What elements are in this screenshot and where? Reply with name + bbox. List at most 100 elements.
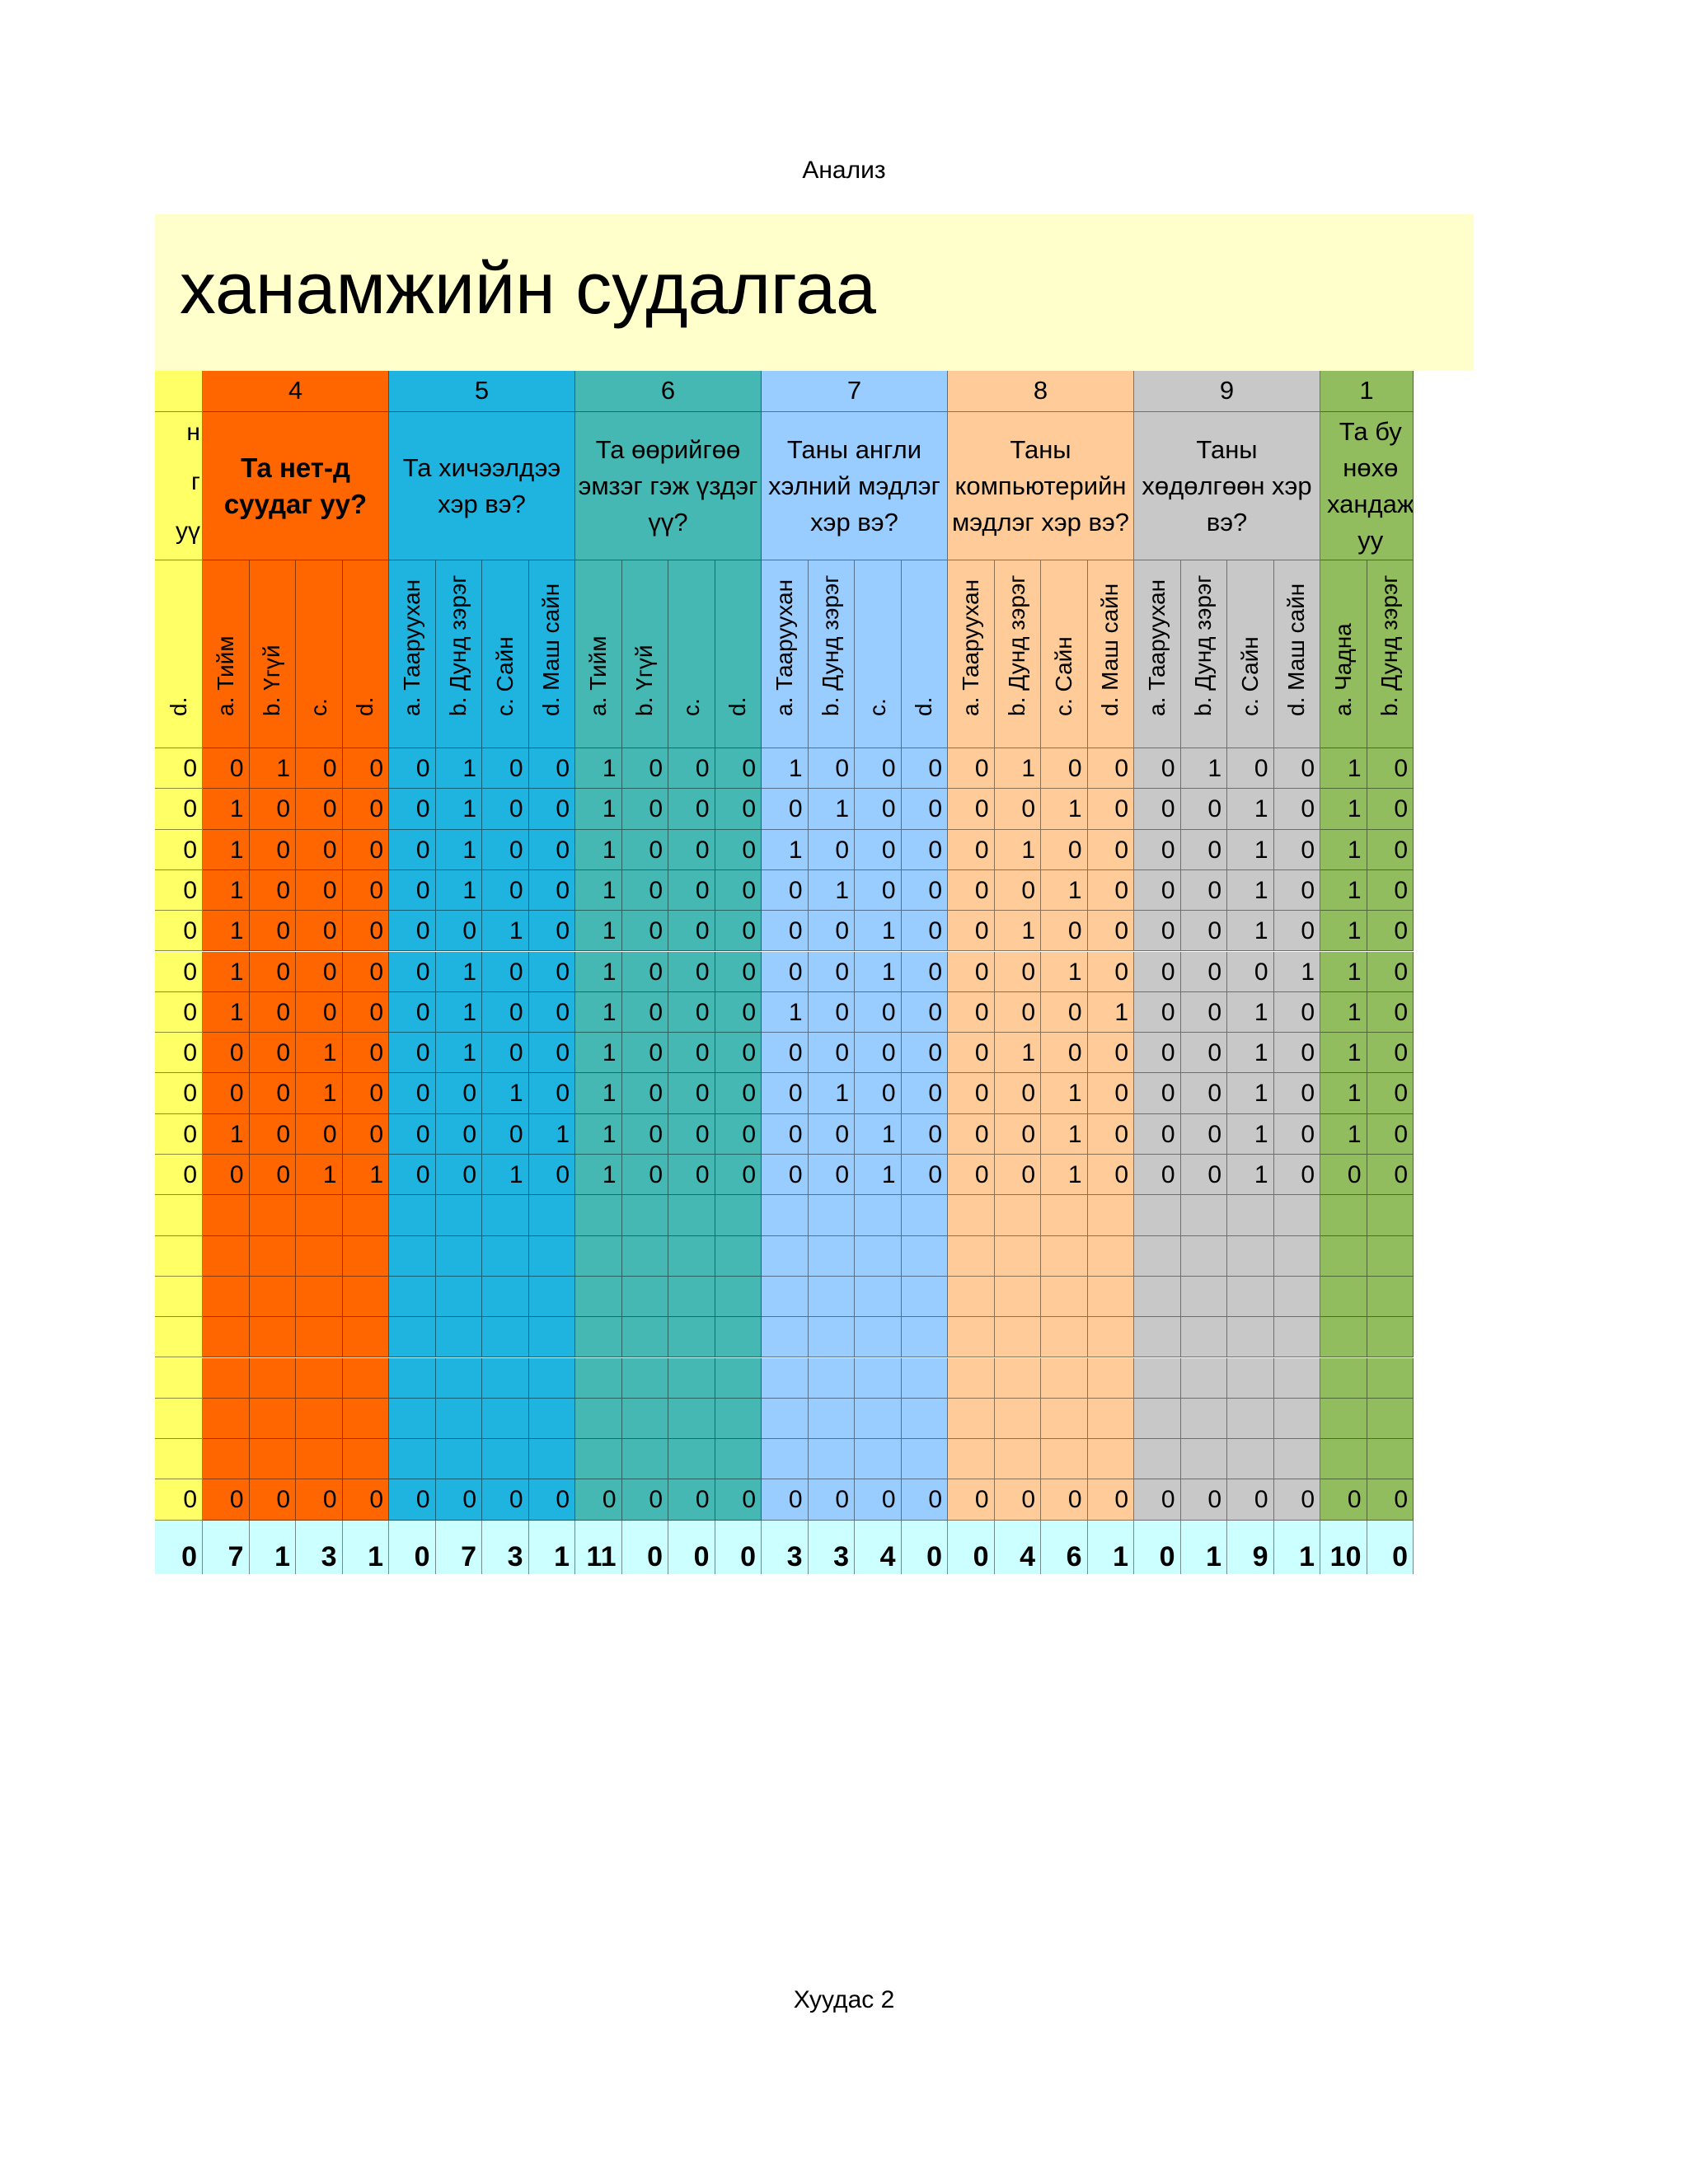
summary-cell: 1 xyxy=(528,1520,575,1574)
table-cell: 1 xyxy=(1041,1155,1088,1196)
table-cell: 0 xyxy=(249,951,296,992)
table-cell: 0 xyxy=(901,1155,948,1196)
table-cell: 0 xyxy=(668,1113,715,1155)
table-cell: 1 xyxy=(249,748,296,790)
empty-cell xyxy=(668,1439,715,1480)
table-cell: 0 xyxy=(296,789,343,830)
table-cell: 0 xyxy=(1087,1113,1134,1155)
table-cell: 0 xyxy=(435,1155,482,1196)
table-cell: 0 xyxy=(762,869,809,912)
table-cell: 0 xyxy=(901,1033,948,1074)
table-cell: 0 xyxy=(621,951,668,992)
empty-cell xyxy=(342,1439,389,1480)
empty-cell xyxy=(621,1235,668,1277)
table-cell: 0 xyxy=(1227,951,1274,992)
empty-cell xyxy=(994,1398,1041,1440)
empty-cell xyxy=(1320,1439,1367,1480)
empty-cell xyxy=(435,1317,482,1358)
empty-cell xyxy=(762,1317,809,1358)
table-cell: 0 xyxy=(1273,789,1320,830)
table-cell: 0 xyxy=(389,869,436,912)
table-cell: 0 xyxy=(994,1073,1041,1114)
empty-cell xyxy=(249,1276,296,1318)
table-cell: 0 xyxy=(1273,748,1320,790)
total-cell: 0 xyxy=(203,1479,250,1521)
summary-cell: 3 xyxy=(296,1520,343,1574)
table-cell: 1 xyxy=(1227,911,1274,952)
table-cell: 1 xyxy=(994,911,1041,952)
table-cell: 0 xyxy=(155,1155,203,1196)
empty-cell xyxy=(435,1439,482,1480)
empty-cell xyxy=(296,1317,343,1358)
table-cell: 0 xyxy=(155,748,203,790)
option-label: c. xyxy=(855,560,902,748)
empty-cell xyxy=(249,1195,296,1236)
empty-cell xyxy=(249,1357,296,1399)
table-cell: 1 xyxy=(1227,1073,1274,1114)
summary-cell: 11 xyxy=(575,1520,622,1574)
table-cell: 0 xyxy=(342,829,389,870)
table-cell: 0 xyxy=(808,1113,855,1155)
empty-cell xyxy=(1087,1317,1134,1358)
table-cell: 1 xyxy=(1087,991,1134,1033)
empty-cell xyxy=(1087,1276,1134,1318)
table-cell: 0 xyxy=(155,911,203,952)
empty-cell xyxy=(901,1317,948,1358)
table-cell: 0 xyxy=(528,789,575,830)
empty-cell xyxy=(1134,1276,1181,1318)
empty-cell xyxy=(435,1235,482,1277)
table-cell: 0 xyxy=(1367,1155,1414,1196)
empty-cell xyxy=(994,1317,1041,1358)
table-cell: 0 xyxy=(1180,869,1227,912)
table-cell: 1 xyxy=(575,869,622,912)
table-cell: 0 xyxy=(1367,991,1414,1033)
table-cell: 0 xyxy=(342,748,389,790)
empty-cell xyxy=(762,1357,809,1399)
table-cell: 0 xyxy=(389,748,436,790)
empty-cell xyxy=(668,1276,715,1318)
table-cell: 0 xyxy=(528,1033,575,1074)
total-cell: 0 xyxy=(1041,1479,1088,1521)
table-cell: 1 xyxy=(1227,1155,1274,1196)
option-label: c. Сайн xyxy=(1041,560,1088,748)
table-cell: 0 xyxy=(994,869,1041,912)
option-label-text: d. xyxy=(911,696,937,716)
empty-cell xyxy=(155,1439,203,1480)
empty-cell xyxy=(808,1276,855,1318)
table-cell: 0 xyxy=(296,911,343,952)
empty-cell xyxy=(1134,1357,1181,1399)
table-cell: 0 xyxy=(1180,789,1227,830)
empty-cell xyxy=(1320,1398,1367,1440)
table-cell: 1 xyxy=(1041,951,1088,992)
table-cell: 0 xyxy=(668,748,715,790)
table-cell: 0 xyxy=(808,911,855,952)
table-cell: 0 xyxy=(389,991,436,1033)
table-cell: 1 xyxy=(203,789,250,830)
option-label-text: b. Дунд зэрэг xyxy=(1190,574,1217,717)
table-cell: 0 xyxy=(249,911,296,952)
table-cell: 0 xyxy=(249,1073,296,1114)
empty-cell xyxy=(1134,1398,1181,1440)
summary-cell: 1 xyxy=(1180,1520,1227,1574)
table-cell: 0 xyxy=(948,1155,995,1196)
table-cell: 0 xyxy=(948,748,995,790)
table-cell: 1 xyxy=(203,829,250,870)
table-cell: 0 xyxy=(482,951,529,992)
table-cell: 0 xyxy=(1273,829,1320,870)
empty-cell xyxy=(1180,1317,1227,1358)
table-cell: 0 xyxy=(342,911,389,952)
table-cell: 1 xyxy=(1227,869,1274,912)
spreadsheet: ханамжийн судалгаа н г уү d. 0 0 0 0 0 0 0 0 0 0 0 0 0 4 Т… xyxy=(155,214,1474,1574)
table-cell: 1 xyxy=(296,1155,343,1196)
table-cell: 1 xyxy=(203,1113,250,1155)
table-cell: 0 xyxy=(1367,1113,1414,1155)
empty-cell xyxy=(715,1398,762,1440)
empty-cell xyxy=(1087,1357,1134,1399)
empty-cell xyxy=(1134,1235,1181,1277)
empty-cell xyxy=(575,1276,622,1318)
question-fragment: уү xyxy=(176,518,200,545)
table-cell: 1 xyxy=(482,1073,529,1114)
total-cell: 0 xyxy=(1273,1479,1320,1521)
title-band: ханамжийн судалгаа xyxy=(155,214,1474,371)
empty-cell xyxy=(855,1276,902,1318)
